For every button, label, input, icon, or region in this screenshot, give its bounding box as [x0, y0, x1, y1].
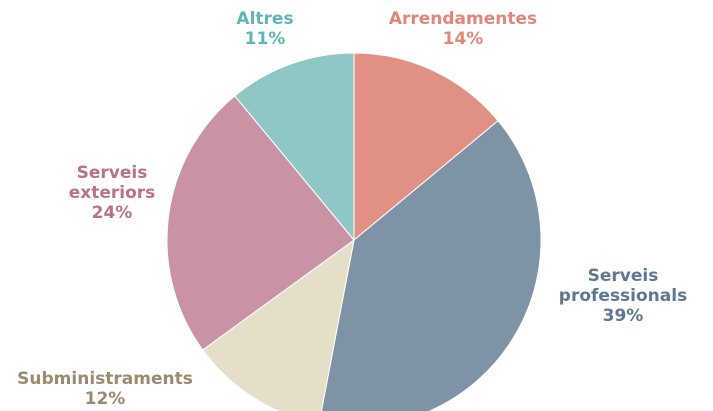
pie-slice: [202, 238, 355, 411]
pie-slice: [166, 95, 355, 351]
value-label: 12%: [84, 389, 126, 409]
pie-slice: [320, 120, 542, 411]
value-label: 14%: [442, 29, 484, 49]
category-label: Subministraments: [17, 369, 193, 389]
slice-label: Serveis professionals 39%: [548, 266, 698, 326]
category-label: Serveis professionals: [558, 266, 688, 306]
category-label: Arrendamentes: [388, 9, 538, 29]
category-label: Serveis exteriors: [68, 163, 156, 203]
value-label: 39%: [602, 306, 644, 326]
category-label: Altres: [236, 9, 294, 29]
value-label: 11%: [244, 29, 286, 49]
pie-slice: [353, 52, 499, 242]
value-label: 24%: [91, 203, 133, 223]
slice-label: Arrendamentes 14%: [363, 9, 563, 49]
slice-label: Subministraments 12%: [5, 369, 205, 409]
slice-label: Serveis exteriors 24%: [57, 163, 167, 223]
slice-label: Altres 11%: [215, 9, 315, 49]
pie-slice: [234, 52, 355, 242]
